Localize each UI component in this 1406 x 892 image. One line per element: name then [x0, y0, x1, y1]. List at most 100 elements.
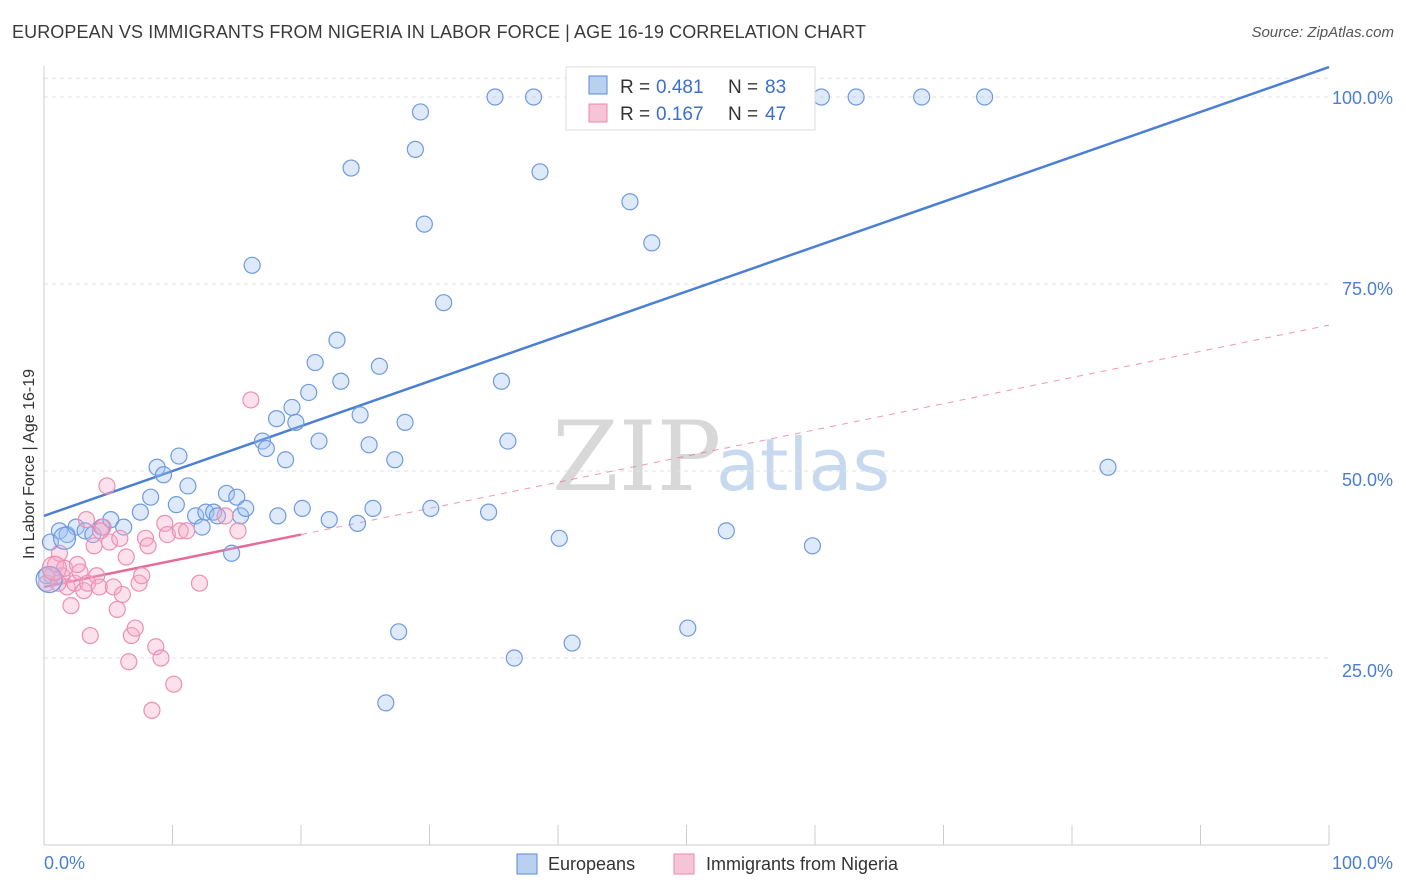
point-europeans — [524, 88, 543, 106]
source-label: Source: ZipAtlas.com — [1251, 24, 1394, 41]
point-europeans — [1099, 458, 1117, 476]
point-europeans — [411, 103, 430, 121]
point-nigeria — [91, 522, 110, 540]
data-points — [35, 88, 1117, 719]
point-europeans — [115, 518, 133, 536]
point-nigeria — [77, 511, 96, 529]
point-europeans — [415, 215, 433, 233]
point-europeans — [422, 499, 440, 517]
point-nigeria — [68, 555, 87, 574]
point-europeans — [621, 193, 639, 211]
legend-r-label-nigeria: R = — [620, 104, 650, 125]
y-tick-100: 100.0% — [1332, 88, 1393, 108]
point-europeans — [257, 439, 275, 458]
point-europeans — [390, 623, 408, 641]
point-europeans — [237, 499, 255, 517]
point-europeans — [243, 256, 261, 274]
point-europeans — [550, 529, 568, 547]
point-nigeria — [165, 675, 183, 693]
point-europeans — [287, 413, 305, 431]
point-europeans — [370, 357, 388, 375]
legend-n-value-nigeria: 47 — [765, 104, 786, 125]
point-europeans — [276, 451, 295, 469]
point-nigeria — [143, 701, 161, 719]
axes — [43, 66, 1330, 846]
point-nigeria — [62, 597, 80, 615]
point-europeans — [913, 88, 931, 106]
y-axis-title: In Labor Force | Age 16-19 — [21, 369, 38, 559]
point-nigeria — [108, 600, 126, 618]
point-nigeria — [216, 507, 234, 525]
point-europeans — [360, 436, 378, 454]
point-europeans — [486, 88, 504, 106]
point-europeans — [283, 398, 301, 417]
legend-swatch-europeans — [588, 75, 608, 95]
y-tick-25: 25.0% — [1342, 661, 1393, 681]
series-legend: Europeans Immigrants from Nigeria — [516, 853, 899, 875]
point-nigeria — [100, 533, 119, 551]
legend-n-label-europeans: N = — [728, 77, 758, 98]
point-europeans — [364, 499, 382, 517]
legend-r-label-europeans: R = — [620, 77, 650, 98]
point-nigeria — [111, 529, 129, 547]
point-europeans — [435, 294, 453, 312]
point-europeans — [267, 410, 286, 428]
point-europeans — [563, 634, 581, 652]
point-europeans — [223, 544, 241, 562]
point-europeans — [812, 88, 831, 106]
bottom-label-europeans: Europeans — [548, 854, 635, 874]
point-europeans — [406, 140, 424, 158]
legend-r-value-europeans: 0.481 — [656, 77, 704, 98]
point-europeans — [679, 619, 697, 637]
legend-n-label-nigeria: N = — [728, 104, 758, 125]
point-europeans — [976, 88, 994, 106]
point-europeans — [131, 503, 149, 521]
point-nigeria — [81, 626, 99, 645]
point-europeans — [193, 518, 211, 536]
point-europeans — [269, 507, 287, 525]
trend-line-nigeria — [43, 533, 302, 589]
point-europeans — [332, 372, 350, 390]
point-nigeria — [85, 537, 103, 555]
point-nigeria — [156, 514, 174, 532]
point-europeans — [310, 432, 328, 450]
point-europeans — [505, 649, 523, 667]
point-nigeria — [126, 619, 144, 637]
point-europeans — [154, 466, 173, 484]
point-cluster-nigeria — [41, 555, 67, 581]
point-europeans — [377, 694, 395, 712]
point-europeans — [179, 477, 197, 495]
point-europeans — [803, 537, 822, 555]
point-europeans — [228, 488, 246, 506]
point-nigeria — [242, 391, 260, 409]
point-europeans — [396, 413, 414, 431]
trend-line-europeans — [43, 65, 1330, 518]
bottom-swatch-nigeria — [673, 853, 695, 875]
point-nigeria — [120, 653, 138, 671]
trend-lines — [43, 65, 1330, 589]
point-europeans — [167, 496, 185, 514]
y-tick-50: 50.0% — [1342, 470, 1393, 490]
watermark-zip: ZIP — [552, 401, 721, 513]
point-nigeria — [117, 548, 135, 566]
point-europeans — [328, 331, 346, 349]
y-tick-75: 75.0% — [1342, 279, 1393, 299]
point-europeans — [320, 511, 338, 529]
point-nigeria — [147, 638, 165, 656]
stats-legend: R = 0.481 N = 83 R = 0.167 N = 47 — [565, 66, 816, 131]
x-tick-max: 100.0% — [1332, 853, 1393, 873]
gridlines — [44, 77, 1329, 659]
point-nigeria — [152, 649, 170, 667]
bottom-swatch-europeans — [516, 853, 538, 875]
point-europeans — [293, 499, 311, 517]
point-europeans — [386, 451, 404, 469]
legend-r-value-nigeria: 0.167 — [656, 104, 704, 125]
point-europeans — [306, 353, 324, 372]
point-nigeria — [158, 525, 176, 544]
point-europeans — [41, 533, 60, 551]
point-nigeria — [190, 574, 209, 592]
point-europeans — [142, 488, 160, 506]
point-europeans — [643, 234, 661, 252]
point-nigeria — [178, 522, 196, 540]
